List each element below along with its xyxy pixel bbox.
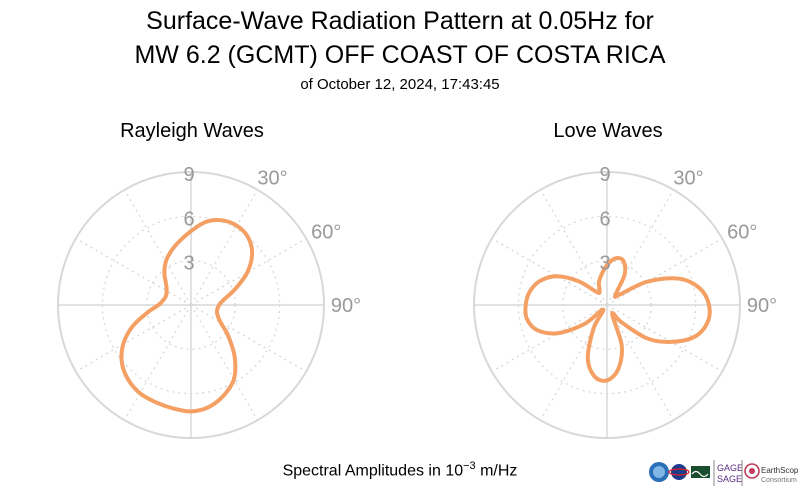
units-prefix: Spectral Amplitudes in: [282, 462, 446, 480]
love-polar-plot: 3 6 9 30° 60° 90°: [473, 164, 777, 439]
rayleigh-angular-tick-label: 60°: [311, 222, 341, 244]
love-spoke-210: [539, 304, 608, 421]
rayleigh-spoke-150: [190, 304, 259, 421]
love-radial-tick-label: 3: [599, 253, 610, 275]
love-spoke-120: [606, 304, 723, 373]
love-spoke-150: [606, 304, 675, 421]
rayleigh-panel-title: Rayleigh Waves: [120, 120, 264, 142]
love-angular-tick-label: 60°: [727, 222, 757, 244]
earthscope-logo-icon: [744, 463, 760, 479]
rayleigh-radial-tick-label: 6: [183, 208, 194, 230]
rayleigh-spoke-210: [123, 304, 192, 421]
rayleigh-angular-tick-label: 30°: [257, 168, 287, 190]
love-angular-tick-label: 30°: [673, 168, 703, 190]
love-radial-tick-label: 9: [599, 164, 610, 186]
love-panel-title: Love Waves: [553, 120, 663, 142]
sponsor-logos: GAGE SAGE EarthScope Consortium: [649, 460, 798, 486]
usgs-logo: [691, 466, 710, 478]
love-spoke-60: [606, 237, 723, 306]
rayleigh-spoke-300: [75, 237, 192, 306]
love-spoke-240: [491, 304, 608, 373]
love-spoke-330: [539, 189, 608, 306]
nasa-logo: [668, 464, 690, 480]
love-spoke-300: [491, 237, 608, 306]
units-exponent: −3: [463, 460, 476, 472]
rayleigh-polar-plot: 3 6 9 30° 60° 90°: [57, 164, 361, 439]
rayleigh-spoke-330: [123, 189, 192, 306]
chart-title-line2: MW 6.2 (GCMT) OFF COAST OF COSTA RICA: [134, 41, 666, 69]
units-base: 10: [445, 462, 464, 480]
love-angular-tick-label: 90°: [747, 295, 777, 317]
rayleigh-spoke-120: [190, 304, 307, 373]
love-amplitude-curve: [523, 256, 712, 383]
units-suffix: m/Hz: [475, 462, 518, 480]
amplitude-units-label: Spectral Amplitudes in 10−3 m/Hz: [0, 456, 800, 481]
chart-subtitle: of October 12, 2024, 17:43:45: [300, 76, 500, 93]
love-radial-tick-label: 6: [599, 208, 610, 230]
nsf-logo: [649, 462, 669, 482]
sage-logo-text: SAGE: [717, 474, 742, 484]
rayleigh-spoke-240: [75, 304, 192, 373]
rayleigh-radial-tick-label: 3: [183, 253, 194, 275]
gage-logo-text: GAGE: [717, 463, 743, 473]
rayleigh-angular-tick-label: 90°: [331, 295, 361, 317]
love-spoke-30: [606, 189, 675, 306]
chart-title-line1: Surface-Wave Radiation Pattern at 0.05Hz…: [146, 7, 654, 35]
earthscope-logo-text: EarthScope: [761, 466, 798, 475]
rayleigh-amplitude-curve: [119, 218, 255, 414]
rayleigh-spoke-30: [190, 189, 259, 306]
rayleigh-radial-tick-label: 9: [183, 164, 194, 186]
consortium-logo-text: Consortium: [761, 477, 797, 484]
